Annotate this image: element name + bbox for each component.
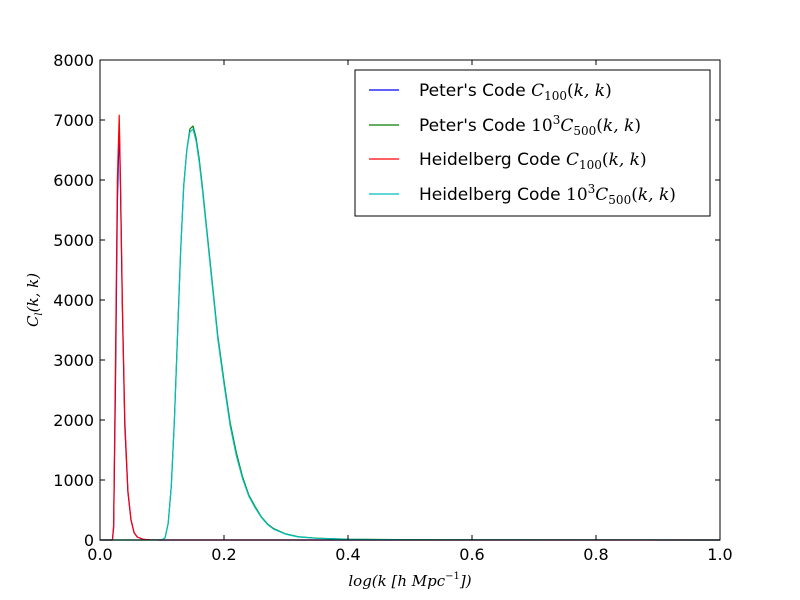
- x-tick-label: 0.0: [87, 545, 112, 564]
- y-tick-label: 0: [84, 531, 94, 550]
- legend-label-peters-c100: Peter's Code C100(k, k): [419, 81, 612, 103]
- series-line-3: [100, 128, 721, 541]
- x-tick-label: 0.8: [583, 545, 608, 564]
- x-axis-label: log(k [h Mpc−1]): [348, 571, 471, 590]
- x-tick-label: 0.4: [335, 545, 360, 564]
- legend-box: [354, 69, 711, 217]
- legend: Peter's Code C100(k, k) Peter's Code 103…: [354, 69, 711, 217]
- y-tick-label: 2000: [53, 411, 94, 430]
- legend-label-heidelberg-c100: Heidelberg Code C100(k, k): [419, 150, 647, 172]
- x-tick-label: 1.0: [707, 545, 732, 564]
- y-tick-label: 1000: [53, 471, 94, 490]
- legend-label-peters-c500: Peter's Code 103C500(k, k): [419, 113, 641, 138]
- y-tick-label: 4000: [53, 291, 94, 310]
- y-tick-label: 6000: [53, 171, 94, 190]
- y-tick-label: 3000: [53, 351, 94, 370]
- x-tick-label: 0.6: [459, 545, 484, 564]
- y-axis-label: Cl(k, k): [24, 273, 45, 327]
- ticks-layer: 0.0 0.2 0.4 0.6 0.8 1.0 0 1000 2000 3000 4000 5000 6…: [53, 51, 732, 564]
- y-tick-label: 5000: [53, 231, 94, 250]
- legend-label-heidelberg-c500: Heidelberg Code 103C500(k, k): [419, 182, 676, 207]
- y-tick-label: 8000: [53, 51, 94, 70]
- x-tick-label: 0.2: [211, 545, 236, 564]
- y-tick-label: 7000: [53, 111, 94, 130]
